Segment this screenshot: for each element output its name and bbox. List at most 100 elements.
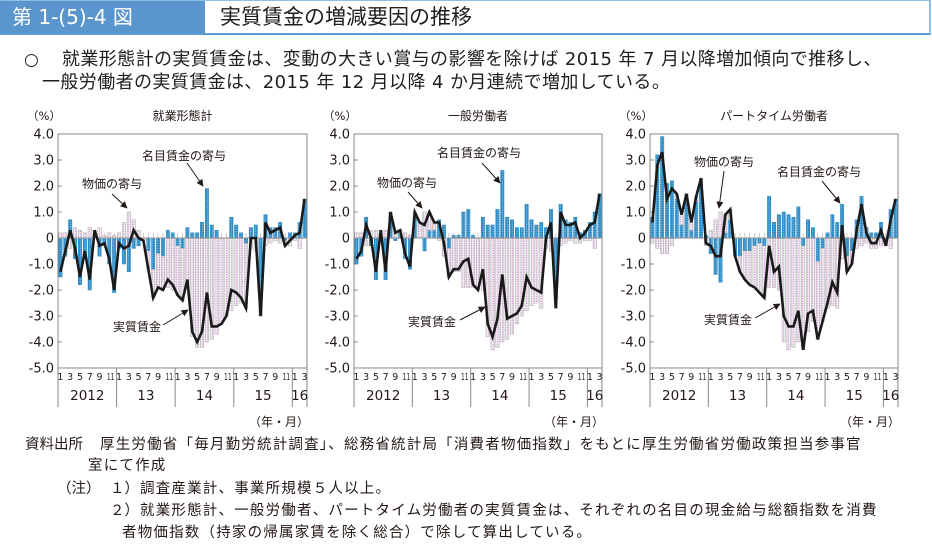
month-tick-label: 7 xyxy=(262,372,268,383)
nominal-wage-bar xyxy=(529,219,534,239)
y-tick-label: -5.0 xyxy=(325,362,350,377)
month-tick-label: 9 xyxy=(155,372,161,383)
year-label: 16 xyxy=(586,388,603,404)
annotation-arrow xyxy=(186,162,204,187)
price-bar xyxy=(888,237,893,249)
nominal-wage-bar xyxy=(121,237,126,265)
nominal-wage-bar xyxy=(781,211,786,239)
x-axis-unit-label: （年・月） xyxy=(840,415,900,429)
y-tick-label: 2.0 xyxy=(625,180,646,195)
y-tick-label: -1.0 xyxy=(621,258,646,273)
y-tick-label: -1.0 xyxy=(325,258,350,273)
y-tick-label: 1.0 xyxy=(625,206,646,221)
nominal-wage-bar xyxy=(830,214,835,239)
nominal-wage-bar xyxy=(679,224,684,239)
price-bar xyxy=(752,245,757,288)
nominal-wage-bar xyxy=(466,209,471,239)
month-tick-label: 7 xyxy=(499,372,505,383)
price-bar xyxy=(650,237,655,244)
month-tick-label: 7 xyxy=(145,372,151,383)
price-bar xyxy=(97,227,102,239)
price-bar xyxy=(592,237,597,249)
month-tick-label: 9 xyxy=(567,372,573,383)
price-bar xyxy=(669,237,674,247)
y-tick-label: 4.0 xyxy=(625,128,646,143)
annotation-label: 実質賃金 xyxy=(113,319,161,334)
month-tick-label: 11 xyxy=(815,372,823,383)
nominal-wage-bar xyxy=(248,227,253,239)
charts-area: 就業形態計 （%） 4.0 3.0 2.0 1.0 0 -1.0 -2.0 -3.0 -4.0 -5.… xyxy=(27,108,900,429)
month-tick-label: 11 xyxy=(165,372,173,383)
annotation-label: 名目賃金の寄与 xyxy=(777,164,861,179)
annotation-arrow xyxy=(821,180,841,204)
plot-frame xyxy=(649,133,899,369)
month-tick-label: 9 xyxy=(805,372,811,383)
month-tick-label: 9 xyxy=(96,372,102,383)
annotation-label: 物価の寄与 xyxy=(82,176,142,191)
month-tick-label: 7 xyxy=(679,372,685,383)
nominal-wage-bar xyxy=(801,237,806,247)
price-bar xyxy=(510,237,514,335)
real-wage-line xyxy=(355,193,601,342)
price-bar xyxy=(563,237,568,244)
nominal-wage-bar xyxy=(757,237,762,244)
price-bar xyxy=(195,237,200,348)
source-text-continued: 室にて作成 xyxy=(88,458,167,474)
y-tick-label: 1.0 xyxy=(329,206,350,221)
nominal-wage-bar xyxy=(495,209,500,239)
y-tick-label: -3.0 xyxy=(621,310,646,325)
annotation-arrow xyxy=(111,193,128,209)
month-tick-label: 5 xyxy=(253,372,259,383)
year-label: 2012 xyxy=(366,388,400,404)
month-tick-label: 1 xyxy=(766,372,772,383)
nominal-wage-bar xyxy=(432,229,437,239)
price-bar xyxy=(689,222,694,231)
nominal-wage-bar xyxy=(500,170,505,239)
nominal-wage-bar xyxy=(195,232,200,239)
month-tick-label: 3 xyxy=(776,372,782,383)
price-bar xyxy=(679,214,684,226)
price-bar xyxy=(747,250,752,286)
nominal-wage-bar xyxy=(229,216,234,239)
month-tick-label: 9 xyxy=(747,372,753,383)
nominal-wage-bar xyxy=(165,229,170,239)
annotation-label: 物価の寄与 xyxy=(694,154,754,169)
price-bar xyxy=(655,237,660,249)
month-tick-label: 1 xyxy=(116,372,122,383)
price-bar xyxy=(713,219,718,239)
nominal-wage-bar xyxy=(209,224,214,239)
year-label: 2012 xyxy=(70,388,104,404)
month-tick-label: 11 xyxy=(107,372,115,383)
price-bar xyxy=(117,232,121,239)
nominal-wage-bar xyxy=(146,237,151,252)
nominal-wage-bar xyxy=(674,198,679,239)
y-axis-unit-label: （%） xyxy=(323,109,357,123)
price-bar xyxy=(505,237,510,340)
nominal-wage-bar xyxy=(422,237,427,252)
summary-line-2: 一般労働者の実質賃金は、2015 年 12 月以降 4 か月連続で増加している。 xyxy=(42,72,671,93)
month-tick-label: 1 xyxy=(175,372,181,383)
nominal-wage-bar xyxy=(151,237,156,270)
month-tick-label: 5 xyxy=(786,372,792,383)
price-bar xyxy=(708,229,713,239)
nominal-wage-bar xyxy=(539,222,544,239)
price-bar xyxy=(87,227,92,239)
nominal-wage-bar xyxy=(253,224,258,239)
chart-panel: パートタイム労働者 （%） 4.0 3.0 2.0 1.0 0 -1.0 -2.0 -3.0 -4.… xyxy=(619,109,900,429)
price-bar xyxy=(268,237,273,244)
nominal-wage-bar xyxy=(200,222,204,239)
price-bar xyxy=(451,237,456,273)
price-bar xyxy=(864,237,869,244)
x-axis-unit-label: （年・月） xyxy=(544,415,604,429)
nominal-wage-bar xyxy=(738,237,742,257)
month-tick-label: 5 xyxy=(431,372,437,383)
note-2-text: 就業形態計、一般労働者、パートタイム労働者の実質賃金は、それぞれの名目の現金給与… xyxy=(140,503,878,519)
price-bar xyxy=(156,253,161,288)
nominal-wage-bar xyxy=(810,227,815,239)
nominal-wage-bar xyxy=(239,232,244,239)
y-tick-label: 2.0 xyxy=(329,180,350,195)
y-tick-label: -4.0 xyxy=(29,336,54,351)
note-1-number: １） xyxy=(110,481,139,497)
month-tick-label: 1 xyxy=(353,372,359,383)
nominal-wage-bar xyxy=(204,188,209,239)
